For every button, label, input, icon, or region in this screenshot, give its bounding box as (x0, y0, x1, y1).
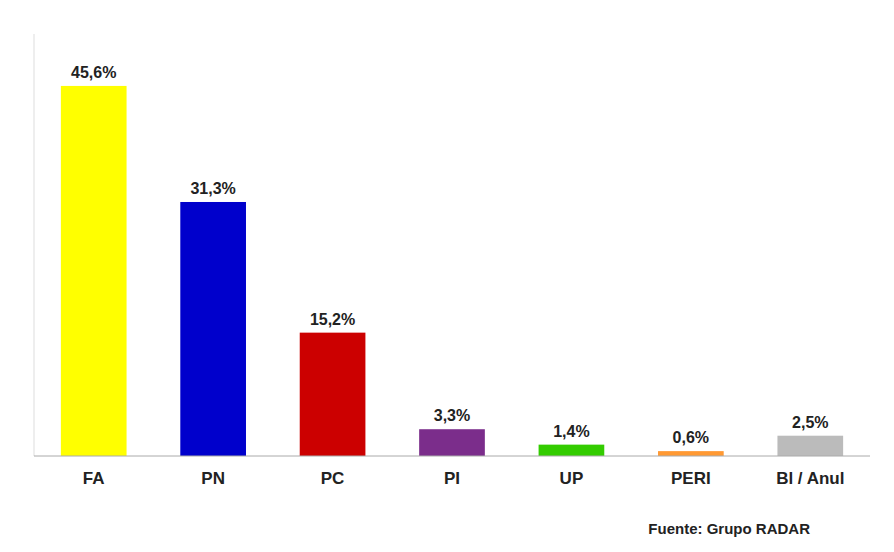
data-label: 45,6% (71, 64, 116, 81)
bar (539, 445, 605, 456)
bars (61, 86, 843, 456)
bar (419, 429, 485, 456)
bar (61, 86, 127, 456)
x-tick-label: PI (444, 469, 460, 488)
x-tick-label: UP (560, 469, 584, 488)
x-tick-label: PERI (671, 469, 711, 488)
footnote: Fuente: Grupo RADAR (648, 520, 810, 537)
data-label: 1,4% (553, 423, 589, 440)
bar (180, 202, 246, 456)
x-tick-label: PC (321, 469, 345, 488)
data-label: 31,3% (190, 180, 235, 197)
x-axis-line (34, 456, 870, 457)
y-axis-line (34, 34, 35, 456)
bar (777, 436, 843, 456)
chart: 45,6% 31,3% 15,2% 3,3% 1,4% 0,6% 2,5% FA PN PC PI U… (0, 0, 894, 552)
data-label: 2,5% (792, 414, 828, 431)
bar (300, 333, 366, 456)
x-tick-label: FA (83, 469, 105, 488)
x-tick-label: Bl / Anul (776, 469, 844, 488)
bar (658, 451, 724, 456)
data-label: 15,2% (310, 311, 355, 328)
x-tick-label: PN (201, 469, 225, 488)
data-label: 3,3% (434, 407, 470, 424)
data-label: 0,6% (673, 429, 709, 446)
chart-container: 45,6% 31,3% 15,2% 3,3% 1,4% 0,6% 2,5% FA PN PC PI U… (0, 0, 894, 552)
